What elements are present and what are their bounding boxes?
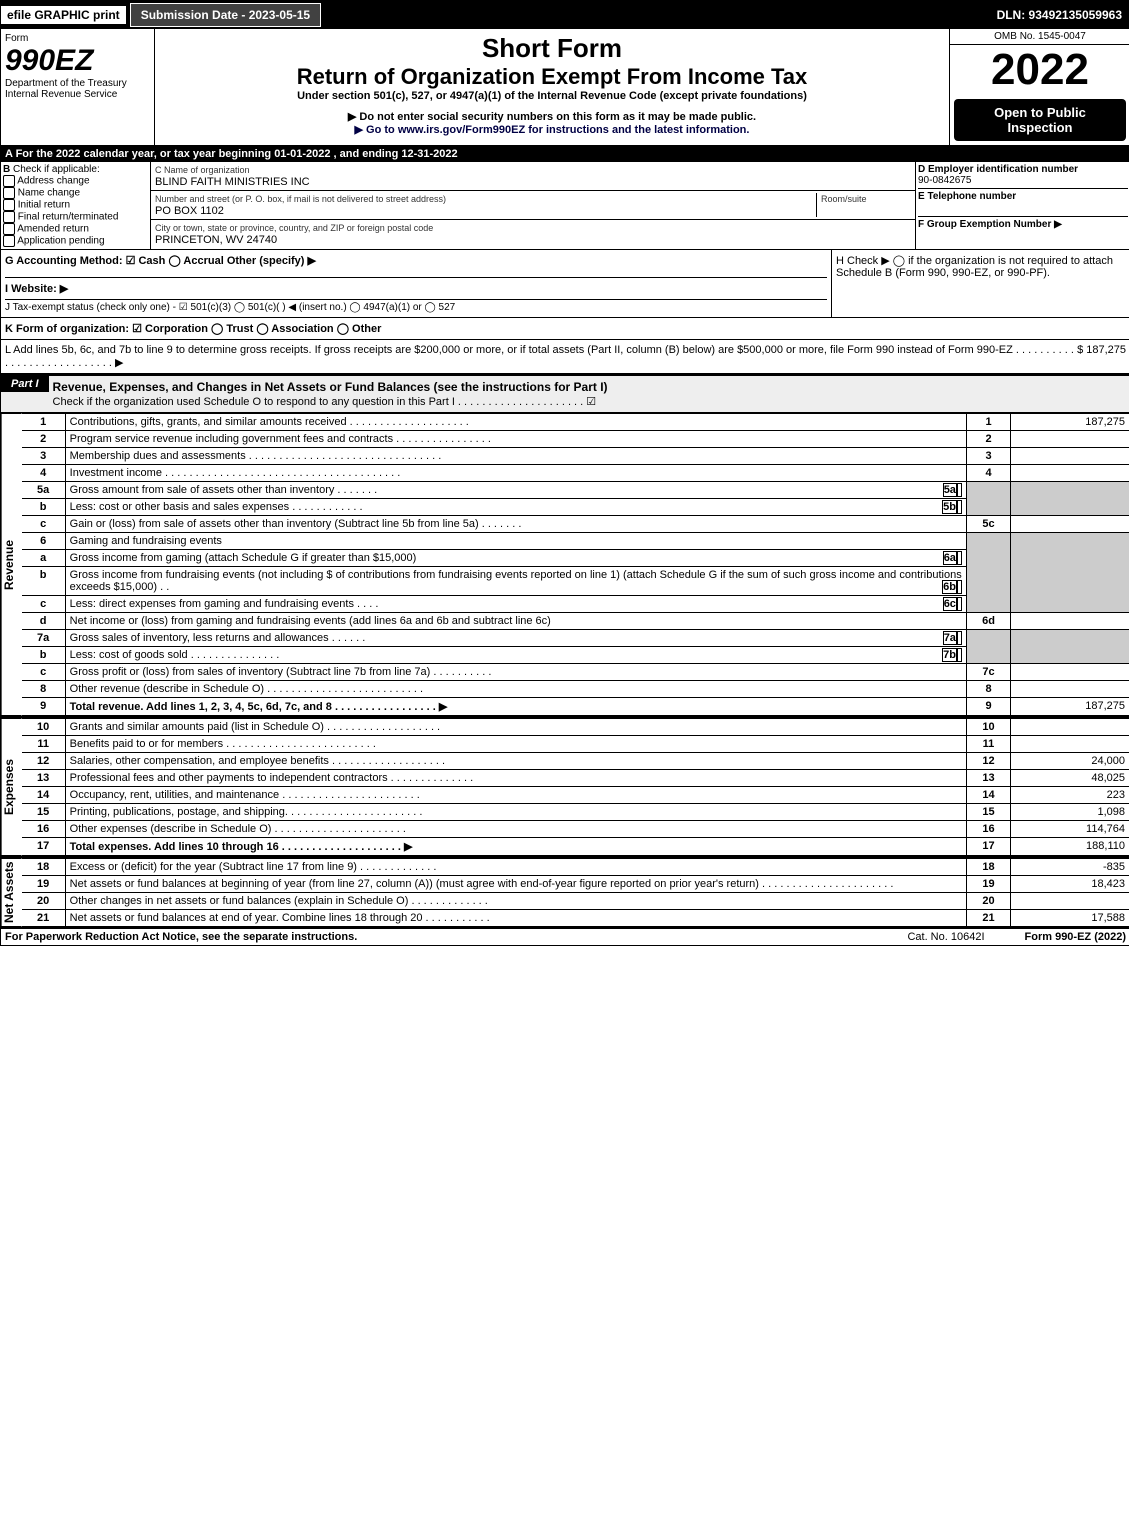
- room-suite-label: Room/suite: [821, 194, 867, 204]
- cat-no: Cat. No. 10642I: [907, 931, 984, 943]
- return-title: Return of Organization Exempt From Incom…: [159, 64, 945, 90]
- revenue-side-label: Revenue: [1, 413, 22, 716]
- chk-amended-return[interactable]: [3, 223, 15, 235]
- city-row: City or town, state or province, country…: [151, 220, 915, 248]
- revenue-block: Revenue 1Contributions, gifts, grants, a…: [1, 413, 1129, 716]
- F-label: F Group Exemption Number ▶: [918, 219, 1062, 230]
- part-1-header-row: Part I Revenue, Expenses, and Changes in…: [1, 374, 1129, 413]
- line-K: K Form of organization: ☑ Corporation ◯ …: [1, 318, 1129, 340]
- B-check-label: Check if applicable:: [13, 164, 100, 175]
- org-name: BLIND FAITH MINISTRIES INC: [155, 176, 310, 188]
- chk-address-change[interactable]: [3, 175, 15, 187]
- omb-cell: OMB No. 1545-0047 2022 Open to Public In…: [949, 29, 1129, 145]
- form-990ez-page: efile GRAPHIC print Submission Date - 20…: [0, 0, 1129, 946]
- netassets-block: Net Assets 18Excess or (deficit) for the…: [1, 856, 1129, 929]
- netassets-table: 18Excess or (deficit) for the year (Subt…: [22, 858, 1129, 927]
- B-label: B: [3, 164, 10, 175]
- chk-final-return[interactable]: [3, 211, 15, 223]
- address-row: Number and street (or P. O. box, if mail…: [151, 191, 915, 220]
- part-1-check: Check if the organization used Schedule …: [53, 396, 597, 408]
- submission-date: Submission Date - 2023-05-15: [130, 3, 321, 27]
- footer: For Paperwork Reduction Act Notice, see …: [1, 929, 1129, 945]
- chk-initial-return[interactable]: [3, 199, 15, 211]
- col-C: C Name of organizationBLIND FAITH MINIST…: [151, 162, 916, 249]
- irs-link[interactable]: ▶ Go to www.irs.gov/Form990EZ for instru…: [355, 124, 750, 136]
- col-B: B Check if applicable: Address change Na…: [1, 162, 151, 249]
- chk-application-pending[interactable]: [3, 235, 15, 247]
- L-amount: $ 187,275: [1077, 344, 1126, 369]
- revenue-table: 1Contributions, gifts, grants, and simil…: [22, 413, 1129, 716]
- expenses-table: 10Grants and similar amounts paid (list …: [22, 718, 1129, 856]
- line-G: G Accounting Method: ☑ Cash ◯ Accrual Ot…: [5, 254, 827, 278]
- chk-name-change[interactable]: [3, 187, 15, 199]
- expenses-side-label: Expenses: [1, 718, 22, 856]
- open-inspection: Open to Public Inspection: [954, 99, 1126, 141]
- ein-value: 90-0842675: [918, 175, 971, 186]
- goto-link: ▶ Go to www.irs.gov/Form990EZ for instru…: [159, 123, 945, 136]
- section-GHI: G Accounting Method: ☑ Cash ◯ Accrual Ot…: [1, 250, 1129, 318]
- form-number: 990EZ: [5, 44, 150, 78]
- col-DEF: D Employer identification number 90-0842…: [916, 162, 1129, 249]
- line-J: J Tax-exempt status (check only one) - ☑…: [5, 300, 827, 313]
- form-id-cell: Form 990EZ Department of the Treasury In…: [1, 29, 155, 145]
- ssn-warning: ▶ Do not enter social security numbers o…: [159, 110, 945, 123]
- form-footer: Form 990-EZ (2022): [1025, 931, 1126, 943]
- line-I: I Website: ▶: [5, 278, 827, 300]
- dln: DLN: 93492135059963: [989, 6, 1129, 24]
- expenses-block: Expenses 10Grants and similar amounts pa…: [1, 716, 1129, 856]
- tax-year: 2022: [950, 45, 1129, 95]
- title-cell: Short Form Return of Organization Exempt…: [155, 29, 949, 145]
- pra-notice: For Paperwork Reduction Act Notice, see …: [5, 931, 357, 943]
- org-name-row: C Name of organizationBLIND FAITH MINIST…: [151, 162, 915, 191]
- short-form-title: Short Form: [159, 33, 945, 64]
- netassets-side-label: Net Assets: [1, 858, 22, 927]
- part-1-desc: Revenue, Expenses, and Changes in Net As…: [49, 376, 1129, 412]
- efile-print-label: efile GRAPHIC print: [1, 6, 128, 24]
- section-BCDE: B Check if applicable: Address change Na…: [1, 162, 1129, 250]
- efile-header: efile GRAPHIC print Submission Date - 20…: [1, 1, 1129, 29]
- line-A: A For the 2022 calendar year, or tax yea…: [1, 146, 1129, 162]
- line-L: L Add lines 5b, 6c, and 7b to line 9 to …: [1, 340, 1129, 374]
- E-label: E Telephone number: [918, 191, 1016, 202]
- org-address: PO BOX 1102: [155, 205, 224, 217]
- part-1-label: Part I: [1, 376, 49, 392]
- line-H: H Check ▶ ◯ if the organization is not r…: [831, 250, 1129, 317]
- under-section: Under section 501(c), 527, or 4947(a)(1)…: [159, 90, 945, 102]
- dept-treasury: Department of the Treasury: [5, 78, 150, 89]
- D-label: D Employer identification number: [918, 164, 1078, 175]
- irs-label: Internal Revenue Service: [5, 89, 150, 100]
- org-city: PRINCETON, WV 24740: [155, 234, 277, 246]
- form-header-row: Form 990EZ Department of the Treasury In…: [1, 29, 1129, 146]
- omb-number: OMB No. 1545-0047: [950, 29, 1129, 45]
- form-word: Form: [5, 33, 150, 44]
